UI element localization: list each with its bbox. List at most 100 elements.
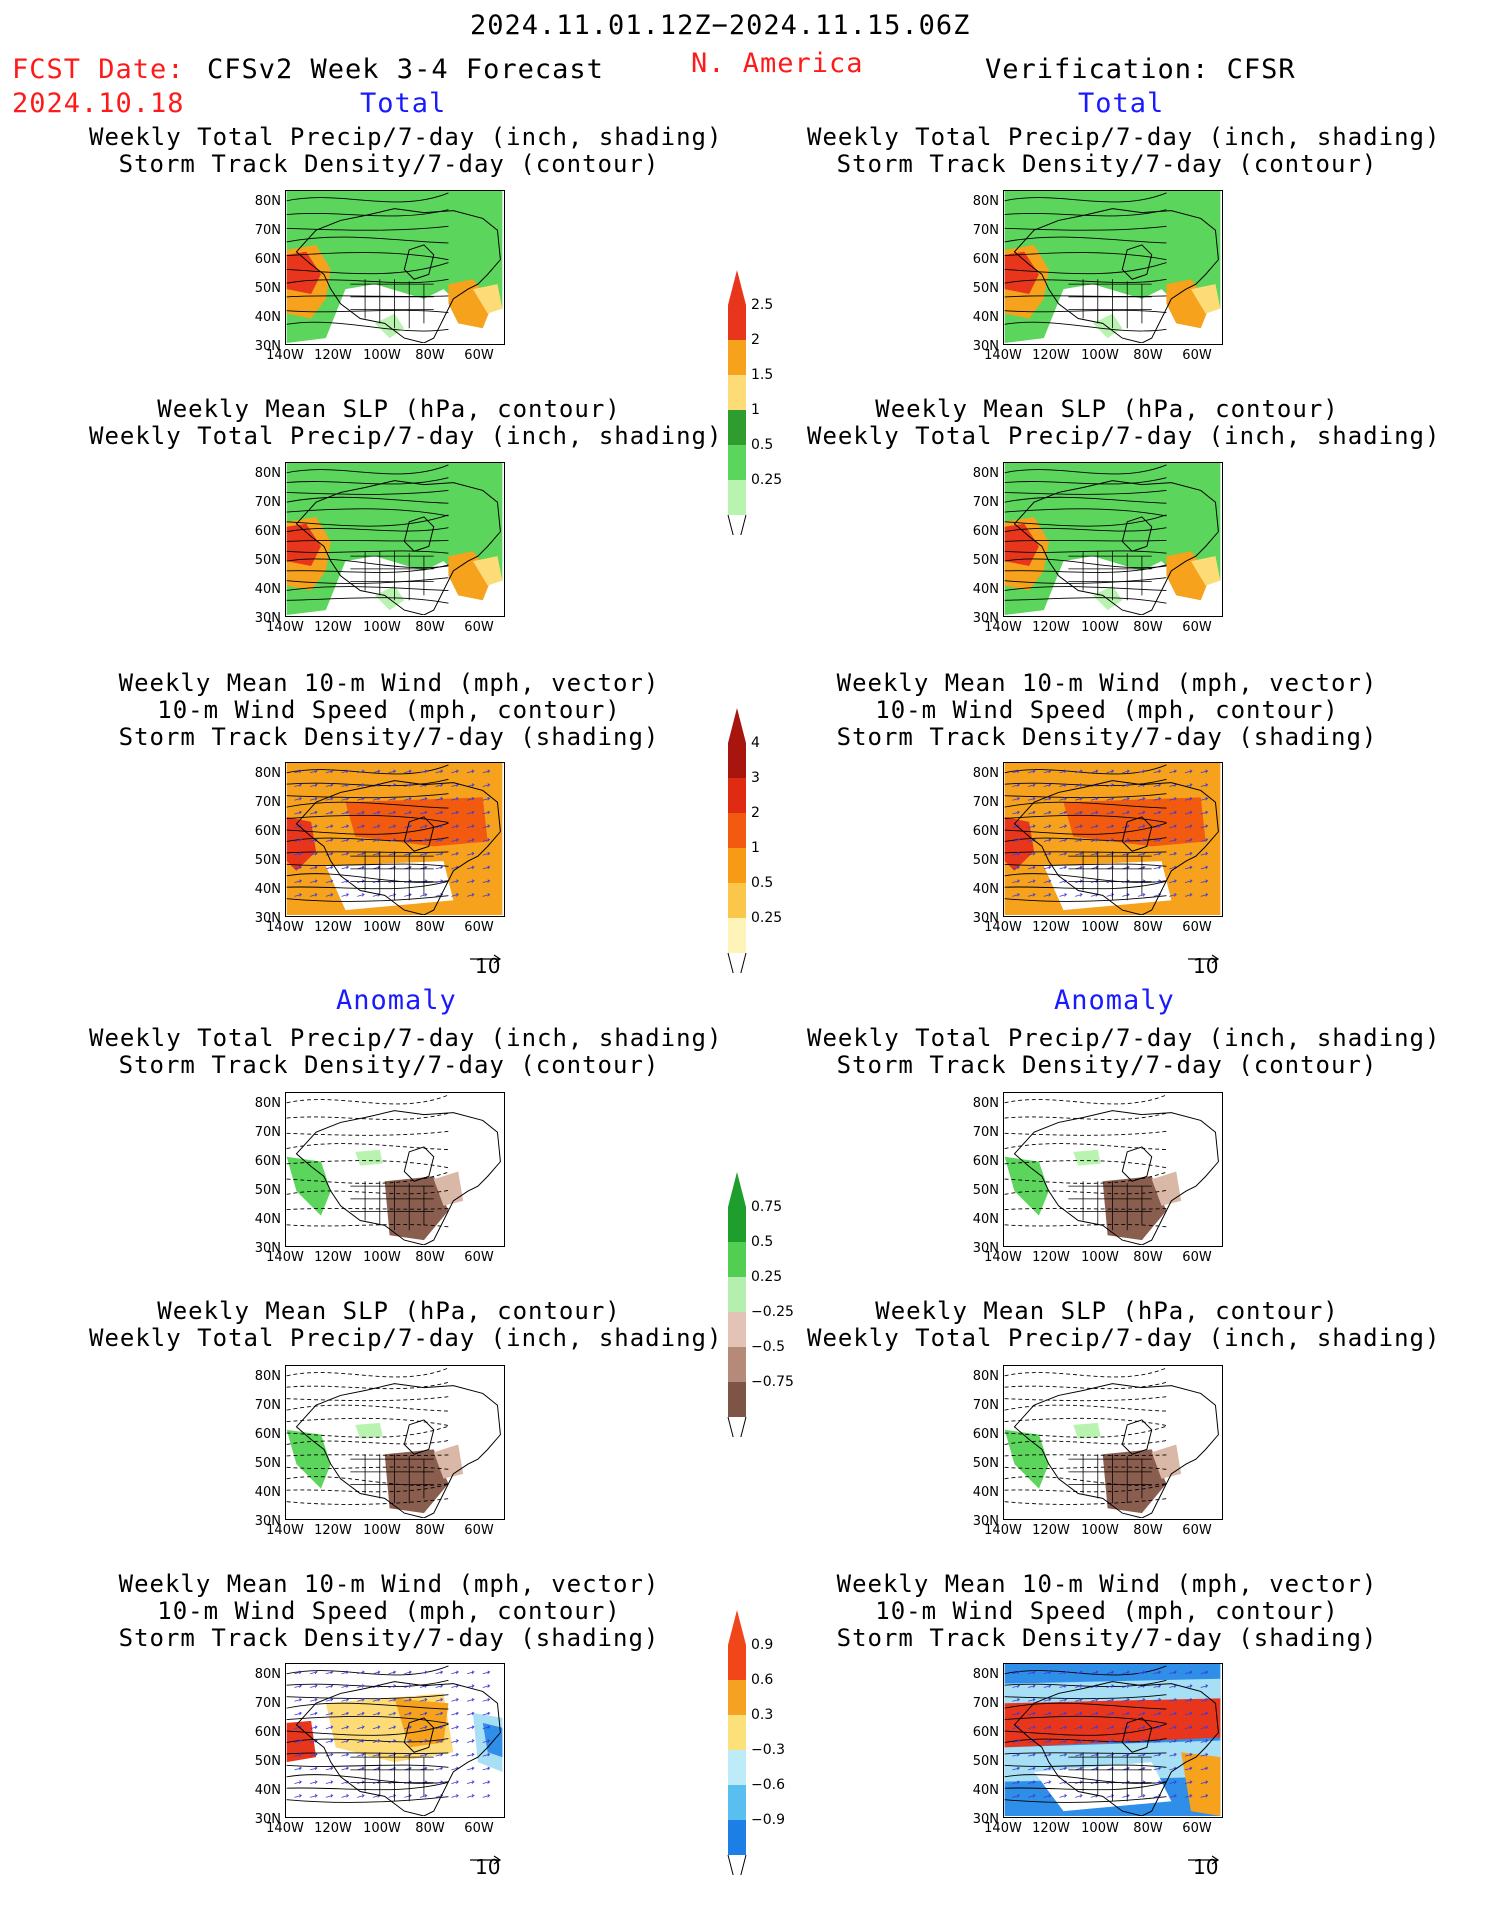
wind-vector xyxy=(1012,1780,1021,1785)
wind-vector xyxy=(404,810,412,815)
panel-title: Weekly Total Precip/7-day (inch, shading… xyxy=(89,124,721,178)
wind-vector xyxy=(1200,1794,1209,1798)
wind-vector xyxy=(1200,810,1209,815)
colorbar-label: −0.25 xyxy=(751,1304,794,1320)
lon-tick-label: 80W xyxy=(415,920,445,935)
wind-vector xyxy=(1153,879,1162,884)
colorbar-segment xyxy=(728,918,746,953)
wind-vector xyxy=(1169,1670,1177,1675)
contour-line xyxy=(286,837,449,842)
wind-vector xyxy=(325,810,334,815)
wind-vector xyxy=(404,1711,412,1716)
wind-vector xyxy=(294,838,303,842)
colorbar-cap xyxy=(727,952,747,973)
wind-vector xyxy=(325,893,334,897)
shade-region xyxy=(286,1366,503,1518)
wind-vector xyxy=(1075,1711,1083,1716)
wind-vector xyxy=(482,838,491,842)
wind-vector xyxy=(1153,769,1162,774)
wind-vector xyxy=(1012,1752,1021,1757)
wind-vector xyxy=(1043,838,1052,842)
colorbar-segment xyxy=(728,445,746,480)
lat-tick-label: 30N xyxy=(254,339,281,354)
wind-vector xyxy=(1137,1670,1146,1675)
wind-vector xyxy=(466,893,475,897)
wind-vector xyxy=(482,1684,491,1688)
wind-vector xyxy=(435,1711,444,1716)
lat-tick-label: 50N xyxy=(254,553,281,568)
wind-vector xyxy=(1075,838,1083,842)
wind-vector xyxy=(1012,1794,1021,1798)
lat-tick-label: 60N xyxy=(254,1725,281,1740)
shade-region xyxy=(1004,251,1039,294)
wind-vector xyxy=(419,1670,428,1675)
wind-vector xyxy=(419,851,428,856)
wind-vector xyxy=(1059,1697,1068,1702)
lat-tick-label: 70N xyxy=(972,795,999,810)
wind-vector xyxy=(1153,1684,1162,1688)
wind-vector xyxy=(357,769,365,774)
wind-vector xyxy=(1122,1684,1130,1688)
lat-tick-label: 80N xyxy=(972,1096,999,1111)
wind-vector xyxy=(357,1725,365,1730)
wind-vector xyxy=(1059,893,1068,897)
panel-title-line: Storm Track Density/7-day (shading) xyxy=(118,723,660,751)
wind-vector xyxy=(1075,769,1083,774)
lat-tick-label: 40N xyxy=(254,310,281,325)
contour-line xyxy=(286,321,449,332)
wind-vector xyxy=(1122,851,1130,856)
lat-tick-label: 30N xyxy=(254,1241,281,1256)
wind-vector xyxy=(482,851,491,856)
wind-vector xyxy=(341,796,350,801)
wind-vector xyxy=(1043,879,1052,884)
wind-vector xyxy=(419,1739,428,1743)
wind-vector xyxy=(310,796,318,801)
wind-vector xyxy=(1043,1697,1052,1702)
colorbar xyxy=(727,1172,747,1437)
wind-vector xyxy=(1153,1711,1162,1716)
lon-tick-label: 80W xyxy=(1133,1523,1163,1538)
shade-region xyxy=(1034,1762,1172,1812)
lat-tick-label: 30N xyxy=(254,611,281,626)
wind-vector xyxy=(1106,1711,1115,1716)
wind-vector xyxy=(435,810,444,815)
state-borders xyxy=(350,279,434,329)
lon-tick-label: 80W xyxy=(415,1523,445,1538)
panel-title-line: Storm Track Density/7-day (shading) xyxy=(836,723,1378,751)
wind-vector xyxy=(1028,1670,1036,1675)
colorbar-label: 2 xyxy=(751,332,760,348)
wind-vector xyxy=(341,893,350,897)
lat-tick-label: 40N xyxy=(972,1485,999,1500)
wind-vector xyxy=(1153,1766,1162,1771)
panel-title-line: Weekly Total Precip/7-day (inch, shading… xyxy=(807,1024,1441,1052)
contour-line xyxy=(1004,597,1167,604)
wind-vector xyxy=(1137,1794,1146,1798)
wind-vector xyxy=(1153,865,1162,870)
lon-tick-label: 60W xyxy=(464,1523,494,1538)
panel-title-line: Storm Track Density/7-day (shading) xyxy=(118,1624,660,1652)
lat-tick-label: 50N xyxy=(972,1754,999,1769)
lon-tick-label: 100W xyxy=(363,1821,401,1836)
contour-line xyxy=(1004,837,1167,842)
wind-vector xyxy=(294,1697,303,1702)
wind-vector xyxy=(482,1794,491,1798)
lon-tick-label: 120W xyxy=(1032,920,1070,935)
panel-title: Weekly Total Precip/7-day (inch, shading… xyxy=(89,1025,721,1079)
contour-line xyxy=(1004,863,1167,867)
wind-vector xyxy=(1200,865,1209,870)
map-panel xyxy=(1003,190,1223,345)
panel-title-line: Weekly Mean SLP (hPa, contour) xyxy=(875,1297,1339,1325)
contour-line xyxy=(286,814,449,823)
colorbar-segment xyxy=(728,1785,746,1820)
wind-vector xyxy=(404,783,412,787)
wind-vector xyxy=(372,1697,381,1702)
wind-vector xyxy=(482,783,491,787)
wind-vector xyxy=(1106,1684,1115,1688)
wind-vector xyxy=(404,893,412,897)
wind-vector xyxy=(341,865,350,870)
wind-vector xyxy=(325,1684,334,1688)
wind-vector xyxy=(357,851,365,856)
wind-vector xyxy=(1153,838,1162,842)
wind-vector xyxy=(1043,1780,1052,1785)
wind-vector xyxy=(388,1711,397,1716)
